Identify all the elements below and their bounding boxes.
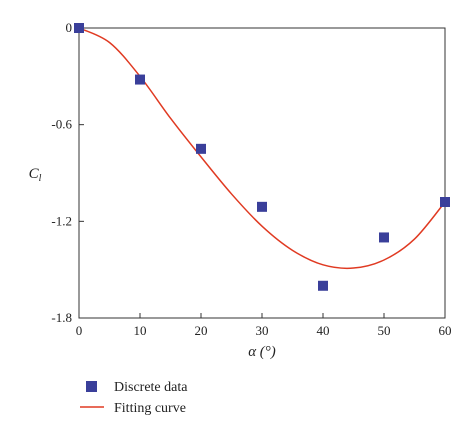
data-point bbox=[318, 280, 328, 291]
y-tick-label: -1.2 bbox=[51, 213, 72, 228]
legend-label-fitting-curve: Fitting curve bbox=[114, 401, 186, 416]
x-axis-ticks: 0 10 20 30 40 50 60 bbox=[76, 313, 452, 338]
y-tick-label: -1.8 bbox=[51, 310, 72, 325]
data-point bbox=[440, 197, 450, 207]
data-point bbox=[135, 74, 145, 85]
y-tick-label: -0.6 bbox=[51, 117, 72, 132]
legend-marker-discrete-data bbox=[86, 381, 97, 392]
discrete-data-points bbox=[74, 23, 450, 291]
x-tick-label: 20 bbox=[195, 323, 208, 338]
data-point bbox=[257, 201, 267, 212]
x-tick-label: 40 bbox=[317, 323, 330, 338]
legend: Discrete data Fitting curve bbox=[80, 380, 188, 416]
x-tick-label: 60 bbox=[439, 323, 452, 338]
data-point bbox=[196, 143, 206, 154]
y-axis-label: Cl bbox=[29, 166, 42, 184]
fitting-curve-line bbox=[78, 27, 446, 270]
x-tick-label: 50 bbox=[378, 323, 391, 338]
y-axis-ticks: 0 -0.6 -1.2 -1.8 bbox=[51, 20, 84, 325]
y-tick-label: 0 bbox=[66, 20, 73, 35]
data-point bbox=[379, 232, 389, 243]
legend-label-discrete-data: Discrete data bbox=[114, 380, 188, 395]
x-tick-label: 30 bbox=[256, 323, 269, 338]
x-tick-label: 0 bbox=[76, 323, 83, 338]
data-point bbox=[74, 23, 84, 33]
x-tick-label: 10 bbox=[134, 323, 147, 338]
plot-frame bbox=[78, 27, 446, 319]
x-axis-label: α (°) bbox=[248, 344, 276, 360]
